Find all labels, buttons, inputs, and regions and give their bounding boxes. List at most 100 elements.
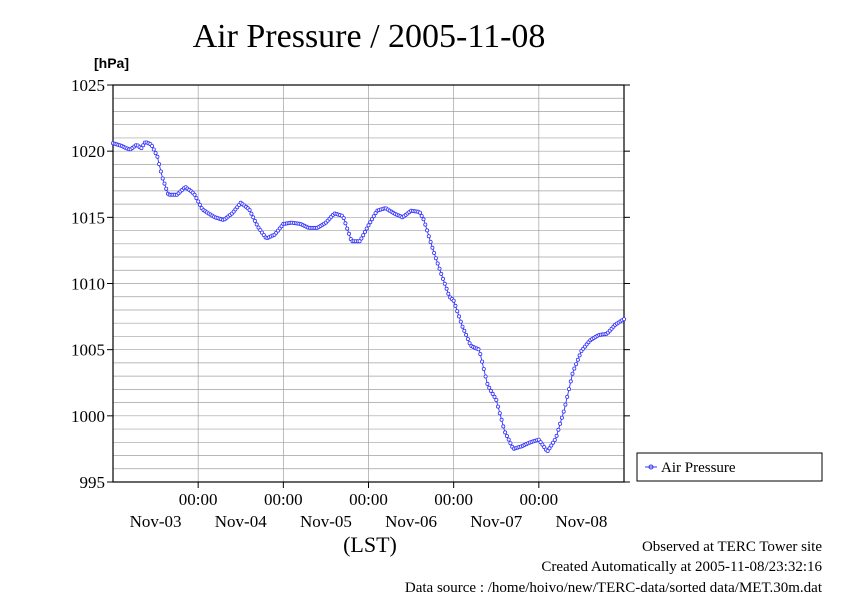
data-point bbox=[425, 228, 430, 233]
x-day-label: Nov-03 bbox=[130, 512, 182, 531]
data-point bbox=[504, 433, 509, 438]
data-point bbox=[485, 381, 490, 386]
y-tick-label: 1025 bbox=[71, 76, 105, 95]
data-point bbox=[490, 391, 495, 396]
data-point bbox=[157, 162, 162, 167]
data-point bbox=[151, 147, 156, 152]
data-point bbox=[426, 234, 431, 239]
data-point bbox=[464, 332, 469, 337]
data-point bbox=[362, 229, 367, 234]
data-point bbox=[572, 366, 577, 371]
data-point bbox=[462, 328, 467, 333]
data-point bbox=[423, 222, 428, 227]
data-point bbox=[487, 385, 492, 390]
data-point bbox=[160, 176, 165, 181]
data-point bbox=[155, 154, 160, 159]
data-point bbox=[465, 337, 470, 342]
data-point bbox=[622, 317, 627, 322]
x-day-label: Nov-07 bbox=[470, 512, 522, 531]
data-point bbox=[249, 211, 254, 216]
data-point bbox=[139, 146, 144, 151]
data-point bbox=[476, 347, 481, 352]
data-point bbox=[499, 417, 504, 422]
y-tick-label: 1015 bbox=[71, 208, 105, 227]
data-point bbox=[417, 210, 422, 215]
data-point bbox=[346, 231, 351, 236]
data-point bbox=[478, 352, 483, 357]
data-point bbox=[196, 199, 201, 204]
data-point bbox=[432, 250, 437, 255]
data-point bbox=[345, 226, 350, 231]
data-point bbox=[359, 236, 364, 241]
data-point bbox=[192, 192, 197, 197]
legend-marker bbox=[648, 464, 654, 470]
data-point bbox=[251, 215, 256, 220]
x-day-label: Nov-04 bbox=[215, 512, 267, 531]
data-point bbox=[446, 291, 451, 296]
data-point bbox=[495, 404, 500, 409]
data-point bbox=[430, 245, 435, 250]
data-point bbox=[552, 437, 557, 442]
x-day-label: Nov-06 bbox=[385, 512, 437, 531]
data-point bbox=[442, 281, 447, 286]
data-point bbox=[559, 415, 564, 420]
data-point bbox=[563, 402, 568, 407]
data-point bbox=[501, 424, 506, 429]
data-point bbox=[565, 394, 570, 399]
data-point bbox=[577, 353, 582, 358]
data-point bbox=[194, 196, 199, 201]
x-tick-label: 00:00 bbox=[519, 490, 558, 509]
data-point bbox=[481, 366, 486, 371]
y-axis: 995 1000 1005 1010 1015 1020 1025 bbox=[71, 76, 630, 492]
data-point bbox=[460, 324, 465, 329]
data-point bbox=[508, 441, 513, 446]
data-point bbox=[547, 446, 552, 451]
x-tick-label: 00:00 bbox=[349, 490, 388, 509]
data-point bbox=[364, 226, 369, 231]
data-point bbox=[455, 309, 460, 314]
legend-label: Air Pressure bbox=[661, 460, 736, 476]
data-point bbox=[488, 388, 493, 393]
data-point bbox=[369, 217, 374, 222]
x-tick-label: 00:00 bbox=[264, 490, 303, 509]
x-tick-label: 00:00 bbox=[179, 490, 218, 509]
data-point bbox=[357, 239, 362, 244]
y-tick-label: 1005 bbox=[71, 341, 105, 360]
data-point bbox=[568, 379, 573, 384]
data-point bbox=[368, 220, 373, 225]
data-point bbox=[480, 359, 485, 364]
data-point bbox=[497, 411, 502, 416]
data-point bbox=[549, 443, 554, 448]
y-tick-label: 1010 bbox=[71, 275, 105, 294]
data-point bbox=[433, 256, 438, 261]
data-point bbox=[440, 276, 445, 281]
data-point bbox=[453, 303, 458, 308]
data-point bbox=[451, 298, 456, 303]
data-point bbox=[567, 387, 572, 392]
data-point bbox=[421, 217, 426, 222]
data-point bbox=[503, 430, 508, 435]
y-tick-label: 1000 bbox=[71, 407, 105, 426]
data-point bbox=[366, 223, 371, 228]
data-point bbox=[149, 143, 154, 148]
data-point bbox=[254, 222, 259, 227]
grid-lines bbox=[113, 85, 624, 482]
data-point bbox=[483, 374, 488, 379]
y-tick-label: 995 bbox=[80, 473, 106, 492]
footer-observed: Observed at TERC Tower site bbox=[642, 539, 822, 555]
data-point bbox=[556, 427, 561, 432]
legend-box bbox=[636, 452, 823, 482]
data-point bbox=[158, 169, 163, 174]
data-point bbox=[456, 314, 461, 319]
footer-datasource: Data source : /home/hoivo/new/TERC-data/… bbox=[405, 580, 823, 595]
y-tick-label: 1020 bbox=[71, 142, 105, 161]
x-day-label: Nov-05 bbox=[300, 512, 352, 531]
data-point bbox=[435, 261, 440, 266]
data-point bbox=[467, 341, 472, 346]
x-day-label: Nov-08 bbox=[555, 512, 607, 531]
data-point bbox=[247, 208, 252, 213]
data-point bbox=[252, 218, 257, 223]
data-point bbox=[492, 394, 497, 399]
data-point bbox=[361, 233, 366, 238]
